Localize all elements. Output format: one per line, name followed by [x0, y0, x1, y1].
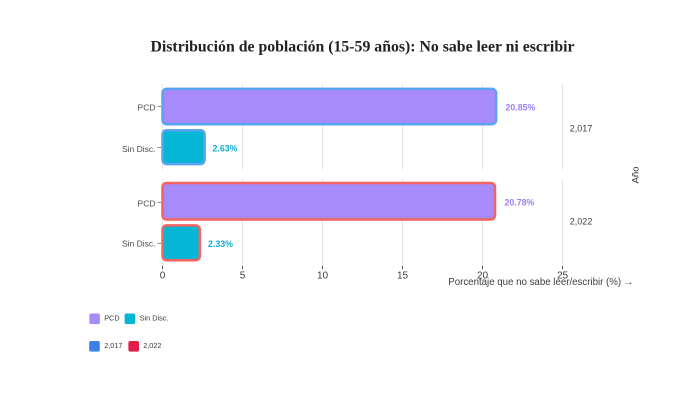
svg-text:2.63%: 2.63% [213, 143, 238, 153]
svg-text:2,017: 2,017 [570, 124, 593, 134]
svg-text:2.33%: 2.33% [208, 239, 233, 249]
svg-text:Porcentaje que no sabe leer/es: Porcentaje que no sabe leer/escribir (%)… [448, 277, 633, 288]
svg-text:Sin Disc.: Sin Disc. [140, 313, 169, 322]
svg-text:PCD: PCD [138, 102, 156, 112]
svg-text:20.78%: 20.78% [505, 198, 535, 208]
svg-text:2,022: 2,022 [570, 217, 593, 227]
svg-text:15: 15 [397, 271, 409, 282]
svg-text:20: 20 [477, 271, 489, 282]
svg-text:20.85%: 20.85% [506, 102, 536, 112]
svg-text:Distribución de población (15-: Distribución de población (15-59 años): … [150, 38, 574, 55]
svg-text:25: 25 [557, 271, 569, 282]
svg-text:2,017: 2,017 [104, 341, 122, 350]
svg-text:10: 10 [317, 271, 329, 282]
svg-text:Sin Disc.: Sin Disc. [122, 239, 156, 249]
svg-text:2,022: 2,022 [143, 341, 161, 350]
svg-text:PCD: PCD [138, 198, 156, 208]
svg-text:0: 0 [160, 271, 166, 282]
svg-text:Sin Disc.: Sin Disc. [122, 144, 156, 154]
svg-text:Año: Año [630, 166, 641, 183]
svg-text:5: 5 [240, 271, 246, 282]
svg-text:PCD: PCD [104, 313, 119, 322]
